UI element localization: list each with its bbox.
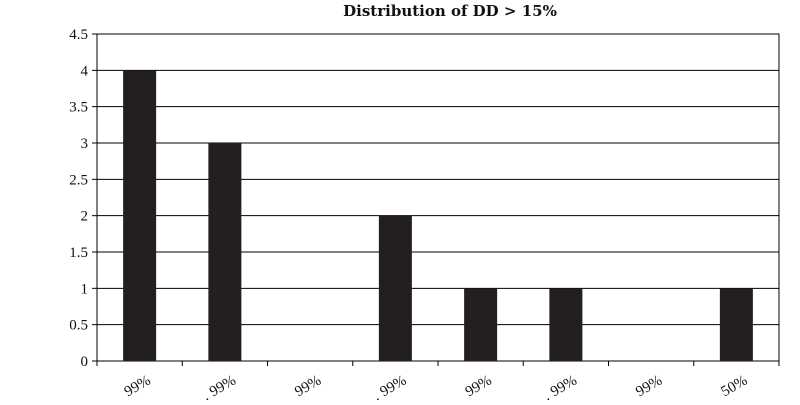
x-tick-label: … 99% [191, 373, 239, 400]
x-tick-label: 99% [292, 373, 324, 400]
y-tick-label: 4.5 [69, 27, 88, 43]
y-tick-label: 1.5 [69, 245, 88, 261]
y-tick-label: 4 [81, 63, 89, 79]
plot-frame [96, 33, 780, 362]
x-tick-label: 99% [633, 373, 665, 400]
x-tick-label: 50% [719, 373, 751, 400]
bar [123, 70, 157, 361]
y-tick-label: 2 [81, 209, 89, 225]
x-tick-label: 99% [122, 373, 154, 400]
bar [549, 288, 583, 361]
chart-title: Distribution of DD > 15% [343, 2, 557, 20]
y-tick-label: 0.5 [69, 318, 88, 334]
bar [464, 288, 498, 361]
y-tick-label: 0 [81, 354, 89, 370]
x-tick-label: … 99% [532, 373, 580, 400]
y-tick-label: 1 [81, 281, 89, 297]
x-tick-label: … 99% [361, 373, 409, 400]
y-tick-label: 3 [81, 136, 89, 152]
bar [719, 288, 753, 361]
bar [378, 215, 412, 361]
y-tick-label: 3.5 [69, 100, 88, 116]
y-tick-label: 2.5 [69, 172, 88, 188]
x-tick-label: 99% [463, 373, 495, 400]
bar [208, 143, 242, 361]
